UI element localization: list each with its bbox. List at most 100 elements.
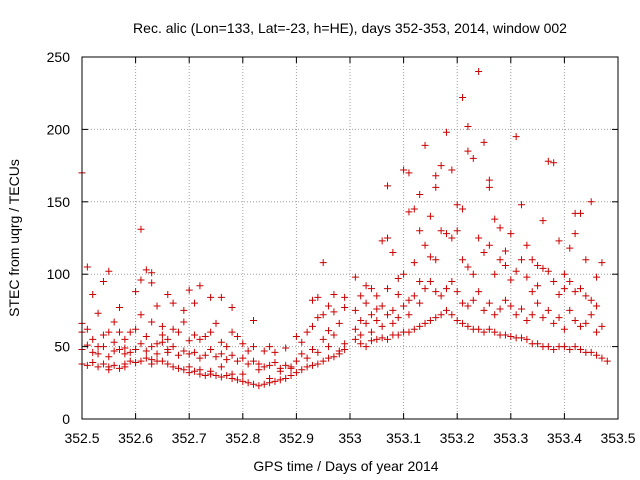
data-point: [83, 341, 91, 349]
data-point: [212, 372, 220, 380]
data-point: [335, 350, 343, 358]
data-point: [389, 319, 397, 327]
data-point: [89, 335, 97, 343]
data-point: [571, 343, 579, 351]
data-point: [89, 348, 97, 356]
data-point: [389, 306, 397, 314]
data-point: [325, 302, 333, 310]
y-tick-label: 200: [47, 121, 71, 137]
data-point: [357, 317, 365, 325]
data-point: [287, 364, 295, 372]
data-point: [469, 270, 477, 278]
data-point: [421, 141, 429, 149]
data-point: [99, 277, 107, 285]
data-point: [244, 379, 252, 387]
chart-title: Rec. alic (Lon=133, Lat=-23, h=HE), days…: [133, 20, 567, 36]
data-point: [426, 277, 434, 285]
data-point: [384, 234, 392, 242]
data-point: [191, 367, 199, 375]
data-point: [496, 256, 504, 264]
data-point: [271, 377, 279, 385]
x-tick-label: 352.6: [118, 430, 153, 446]
data-point: [400, 302, 408, 310]
data-point: [571, 230, 579, 238]
data-point: [325, 354, 333, 362]
data-point: [164, 360, 172, 368]
data-point: [351, 335, 359, 343]
data-point: [485, 176, 493, 184]
data-point: [373, 317, 381, 325]
data-point: [528, 288, 536, 296]
data-point: [491, 215, 499, 223]
data-point: [330, 290, 338, 298]
data-point: [185, 350, 193, 358]
data-point: [496, 305, 504, 313]
data-point: [132, 359, 140, 367]
data-point: [432, 183, 440, 191]
data-point: [319, 335, 327, 343]
data-point: [501, 262, 509, 270]
data-point: [394, 331, 402, 339]
x-tick-label: 353.2: [440, 430, 475, 446]
data-point: [121, 350, 129, 358]
data-point: [255, 366, 263, 374]
data-point: [142, 332, 150, 340]
data-point: [217, 293, 225, 301]
data-point: [250, 357, 258, 365]
data-point: [212, 353, 220, 361]
data-point: [362, 319, 370, 327]
data-point: [164, 335, 172, 343]
data-point: [99, 343, 107, 351]
data-point: [437, 162, 445, 170]
data-point: [314, 360, 322, 368]
x-tick-label: 352.9: [279, 430, 314, 446]
data-point: [598, 322, 606, 330]
data-point: [233, 357, 241, 365]
data-point: [126, 328, 134, 336]
data-point: [110, 318, 118, 326]
data-point: [250, 317, 258, 325]
data-point: [560, 343, 568, 351]
data-point: [228, 370, 236, 378]
data-point: [158, 322, 166, 330]
data-point: [400, 270, 408, 278]
data-point: [550, 345, 558, 353]
data-point: [191, 299, 199, 307]
data-point: [576, 322, 584, 330]
data-point: [432, 288, 440, 296]
data-point: [180, 347, 188, 355]
data-point: [507, 302, 515, 310]
grid-layer: [82, 57, 618, 419]
data-points: [78, 67, 611, 390]
data-point: [378, 322, 386, 330]
x-tick-label: 352.7: [172, 430, 207, 446]
data-point: [555, 237, 563, 245]
data-point: [153, 302, 161, 310]
data-point: [491, 328, 499, 336]
data-point: [341, 345, 349, 353]
x-tick-label: 353.4: [547, 430, 582, 446]
data-point: [180, 306, 188, 314]
data-point: [501, 296, 509, 304]
data-point: [255, 382, 263, 390]
data-point: [362, 299, 370, 307]
data-point: [99, 331, 107, 339]
data-point: [528, 256, 536, 264]
data-point: [523, 317, 531, 325]
data-point: [442, 128, 450, 136]
data-point: [341, 304, 349, 312]
data-point: [164, 290, 172, 298]
data-point: [233, 332, 241, 340]
data-point: [523, 273, 531, 281]
data-point: [576, 209, 584, 217]
data-point: [351, 306, 359, 314]
data-point: [518, 201, 526, 209]
x-tick-label: 353.3: [493, 430, 528, 446]
data-point: [485, 183, 493, 191]
x-tick-label: 353: [338, 430, 362, 446]
data-point: [405, 208, 413, 216]
data-point: [148, 318, 156, 326]
data-point: [448, 234, 456, 242]
data-point: [137, 340, 145, 348]
